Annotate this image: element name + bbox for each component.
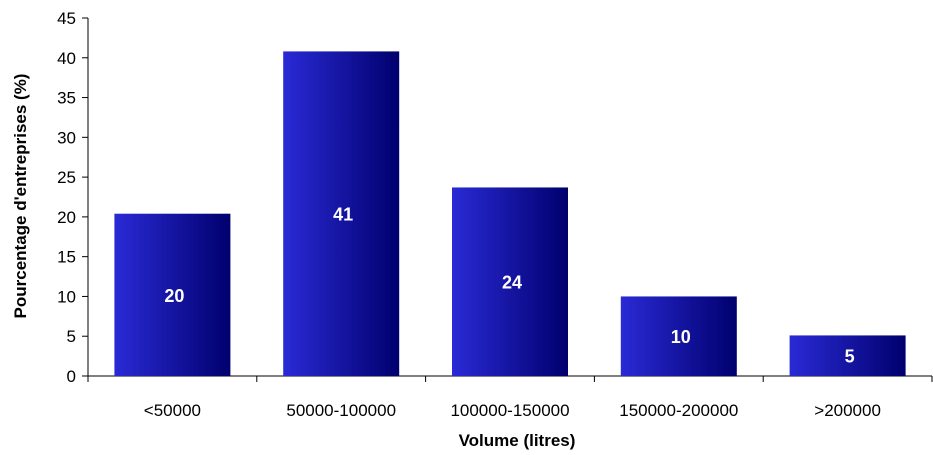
y-tick-label: 25 [57,168,76,187]
y-tick-label: 45 [57,9,76,28]
x-tick-label: >200000 [814,401,881,420]
bar [452,187,568,376]
bar-value-label: 10 [671,327,691,347]
y-tick-label: 5 [67,327,76,346]
y-axis-title: Pourcentage d'entreprises (%) [11,74,30,319]
y-tick-label: 20 [57,208,76,227]
bar-value-label: 41 [333,205,353,225]
x-tick-label: 150000-200000 [619,401,738,420]
bar-value-label: 5 [845,347,855,367]
plot-area: 0 5 10 15 20 25 30 35 40 45 20 <50000 41 50000-100000… [57,9,933,420]
y-tick-label: 30 [57,128,76,147]
bar-value-label: 24 [502,273,522,293]
bar [114,213,231,376]
y-tick-label: 15 [57,248,76,267]
x-axis-title: Volume (litres) [459,431,576,450]
x-tick-label: <50000 [144,401,201,420]
bar [789,335,906,376]
y-tick-label: 10 [57,287,76,306]
bar [620,296,737,376]
bar-value-label: 20 [164,286,184,306]
bar [283,51,400,377]
y-tick-label: 40 [57,49,76,68]
x-tick-label: 50000-100000 [286,401,396,420]
y-tick-label: 0 [67,367,76,386]
x-tick-label: 100000-150000 [450,401,569,420]
y-tick-label: 35 [57,89,76,108]
